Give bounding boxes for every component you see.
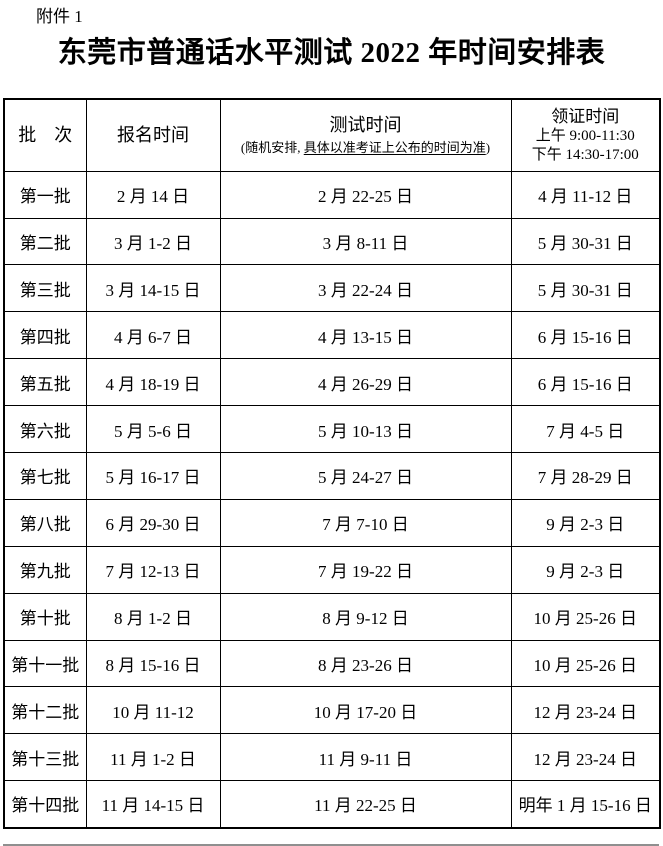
certificate-cell: 5 月 30-31 日 [510,264,661,313]
table-row: 第十一批 8 月 15-16 日 8 月 23-26 日 10 月 25-26 … [3,639,661,688]
registration-cell: 6 月 29-30 日 [85,498,221,547]
header-registration-label: 报名时间 [117,125,189,146]
table-header-row: 批 次 报名时间 测试时间 (随机安排, 具体以准考证上公布的时间为准) 领证时… [3,98,661,172]
test-cell: 7 月 7-10 日 [219,498,512,547]
certificate-cell: 10 月 25-26 日 [510,639,661,688]
batch-cell: 第十二批 [3,686,87,735]
header-test-note: (随机安排, 具体以准考证上公布的时间为准) [223,140,509,157]
batch-cell: 第二批 [3,217,87,266]
test-cell: 8 月 9-12 日 [219,592,512,641]
batch-cell: 第九批 [3,545,87,594]
test-cell: 10 月 17-20 日 [219,686,512,735]
test-cell: 8 月 23-26 日 [219,639,512,688]
registration-cell: 8 月 15-16 日 [85,639,221,688]
test-cell: 7 月 19-22 日 [219,545,512,594]
test-cell: 4 月 13-15 日 [219,311,512,360]
header-batch: 批 次 [3,98,87,172]
table-row: 第十三批 11 月 1-2 日 11 月 9-11 日 12 月 23-24 日 [3,733,661,782]
header-certificate-morning: 上午 9:00-11:30 [535,128,635,145]
batch-cell: 第五批 [3,358,87,407]
certificate-cell: 7 月 28-29 日 [510,452,661,500]
batch-cell: 第六批 [3,405,87,454]
registration-cell: 5 月 5-6 日 [85,405,221,454]
test-cell: 2 月 22-25 日 [219,170,512,219]
test-cell: 3 月 22-24 日 [219,264,512,313]
registration-cell: 10 月 11-12 [85,686,221,735]
header-test: 测试时间 (随机安排, 具体以准考证上公布的时间为准) [219,98,512,172]
table-row: 第三批 3 月 14-15 日 3 月 22-24 日 5 月 30-31 日 [3,264,661,313]
certificate-cell: 6 月 15-16 日 [510,358,661,407]
test-cell: 3 月 8-11 日 [219,217,512,266]
header-test-label: 测试时间 [329,115,402,136]
batch-cell: 第十批 [3,592,87,641]
registration-cell: 3 月 1-2 日 [85,217,221,266]
table-body: 第一批 2 月 14 日 2 月 22-25 日 4 月 11-12 日 第二批… [3,170,661,829]
batch-cell: 第三批 [3,264,87,313]
test-cell: 11 月 9-11 日 [219,733,512,782]
batch-cell: 第十一批 [3,639,87,688]
test-note-suffix: ) [485,139,491,155]
test-cell: 5 月 10-13 日 [219,405,512,454]
certificate-cell: 5 月 30-31 日 [510,217,661,266]
certificate-cell: 7 月 4-5 日 [510,405,661,454]
table-row: 第十二批 10 月 11-12 10 月 17-20 日 12 月 23-24 … [3,686,661,735]
test-note-prefix: (随机安排, [240,139,304,155]
test-cell: 4 月 26-29 日 [219,358,512,407]
certificate-cell: 12 月 23-24 日 [510,686,661,735]
certificate-cell: 明年 1 月 15-16 日 [510,780,661,829]
header-certificate: 领证时间 上午 9:00-11:30 下午 14:30-17:00 [510,98,661,172]
certificate-cell: 6 月 15-16 日 [510,311,661,360]
test-cell: 5 月 24-27 日 [219,452,512,500]
batch-cell: 第七批 [3,452,87,500]
certificate-cell: 9 月 2-3 日 [510,498,661,547]
certificate-cell: 9 月 2-3 日 [510,545,661,594]
registration-cell: 11 月 14-15 日 [85,780,221,829]
header-batch-label: 批 次 [18,125,73,146]
batch-cell: 第一批 [3,170,87,219]
table-row: 第六批 5 月 5-6 日 5 月 10-13 日 7 月 4-5 日 [3,405,661,454]
table-row: 第十批 8 月 1-2 日 8 月 9-12 日 10 月 25-26 日 [3,592,661,641]
header-certificate-label: 领证时间 [551,107,620,127]
attachment-label: 附件 1 [36,7,83,26]
table-row: 第七批 5 月 16-17 日 5 月 24-27 日 7 月 28-29 日 [3,452,661,500]
table-row: 第八批 6 月 29-30 日 7 月 7-10 日 9 月 2-3 日 [3,498,661,547]
schedule-table: 批 次 报名时间 测试时间 (随机安排, 具体以准考证上公布的时间为准) 领证时… [3,98,661,829]
batch-cell: 第十三批 [3,733,87,782]
table-row: 第十四批 11 月 14-15 日 11 月 22-25 日 明年 1 月 15… [3,780,661,829]
table-row: 第一批 2 月 14 日 2 月 22-25 日 4 月 11-12 日 [3,170,661,219]
table-row: 第二批 3 月 1-2 日 3 月 8-11 日 5 月 30-31 日 [3,217,661,266]
header-certificate-afternoon: 下午 14:30-17:00 [531,147,639,164]
table-row: 第四批 4 月 6-7 日 4 月 13-15 日 6 月 15-16 日 [3,311,661,360]
batch-cell: 第四批 [3,311,87,360]
test-cell: 11 月 22-25 日 [219,780,512,829]
test-note-underlined: 具体以准考证上公布的时间为准 [303,139,486,155]
registration-cell: 3 月 14-15 日 [85,264,221,313]
registration-cell: 8 月 1-2 日 [85,592,221,641]
table-row: 第九批 7 月 12-13 日 7 月 19-22 日 9 月 2-3 日 [3,545,661,594]
batch-cell: 第八批 [3,498,87,547]
registration-cell: 4 月 6-7 日 [85,311,221,360]
registration-cell: 11 月 1-2 日 [85,733,221,782]
registration-cell: 2 月 14 日 [85,170,221,219]
page-title: 东莞市普通话水平测试 2022 年时间安排表 [57,37,606,70]
registration-cell: 7 月 12-13 日 [85,545,221,594]
table-row: 第五批 4 月 18-19 日 4 月 26-29 日 6 月 15-16 日 [3,358,661,407]
certificate-cell: 12 月 23-24 日 [510,733,661,782]
header-registration: 报名时间 [85,98,221,172]
batch-cell: 第十四批 [3,780,87,829]
registration-cell: 4 月 18-19 日 [85,358,221,407]
registration-cell: 5 月 16-17 日 [85,452,221,500]
certificate-cell: 10 月 25-26 日 [510,592,661,641]
certificate-cell: 4 月 11-12 日 [510,170,661,219]
